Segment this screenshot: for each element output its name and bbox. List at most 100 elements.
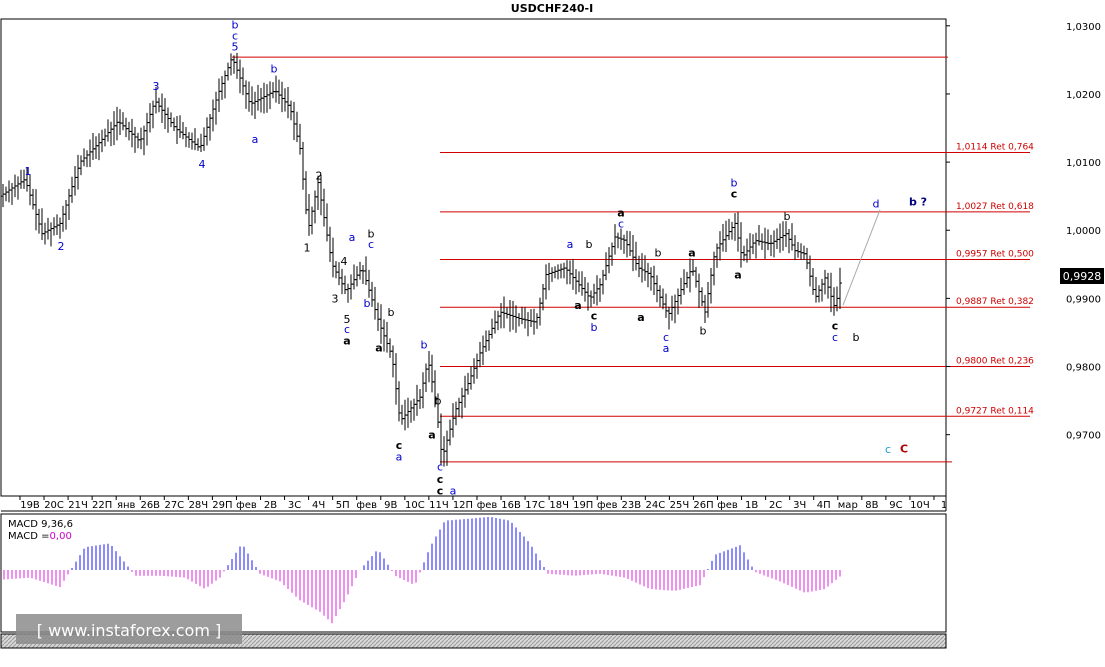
macd-frame (0, 513, 947, 633)
wave-label: a (349, 231, 356, 244)
wave-label: b (435, 395, 442, 408)
wave-label: a (428, 429, 435, 442)
price-tick-label: 1,0300 (1066, 22, 1101, 33)
wave-label: a (375, 341, 382, 354)
fib-label: 1,0114 Ret 0,764 (956, 143, 1034, 153)
projection-line (842, 209, 881, 306)
wave-label: d (873, 198, 880, 211)
time-tick-label: 5П (336, 500, 350, 511)
wave-label: b (368, 228, 375, 241)
wave-label: c (832, 320, 839, 333)
wave-label: 1 (304, 241, 311, 254)
wave-label: b (388, 306, 395, 319)
wave-label: b (271, 63, 278, 76)
wave-label: b (700, 324, 707, 337)
fib-label: 0,9727 Ret 0,114 (956, 406, 1034, 416)
macd-value-label: MACD = (8, 531, 50, 542)
time-tick-label: 24С (646, 500, 666, 511)
wave-label: a (688, 247, 695, 260)
current-price-marker: 0,9928 (1060, 268, 1104, 284)
time-tick-label: 10С (405, 500, 425, 511)
time-tick-label: 1В (745, 500, 758, 511)
time-tick-label: 1 (941, 500, 947, 511)
wave-label: c (832, 331, 838, 344)
price-tick-label: 0,9900 (1066, 294, 1101, 305)
wave-label: b (232, 18, 239, 31)
price-tick-label: 0,9800 (1066, 363, 1101, 374)
wave-label: b (591, 321, 598, 334)
time-tick-label: 26П (693, 500, 713, 511)
price-tick-label: 1,0200 (1066, 90, 1101, 101)
wave-label: 4 (199, 158, 206, 171)
wave-label: b (655, 247, 662, 260)
time-tick-label: 3С (288, 500, 301, 511)
wave-label: b (586, 238, 593, 251)
wave-label: b ? (909, 196, 927, 209)
time-tick-label: 18Ч (549, 500, 569, 511)
macd-value: 0,00 (50, 531, 72, 542)
price-tick-label: 0,9700 (1066, 431, 1101, 442)
wave-label: 4 (341, 255, 348, 268)
time-tick-label: 12П (453, 500, 473, 511)
wave-label: 3 (332, 292, 339, 305)
time-tick-label: 11Ч (429, 500, 449, 511)
wave-label: 3 (153, 80, 160, 93)
wave-label: a (567, 238, 574, 251)
wave-label: c (591, 309, 598, 322)
time-tick-label: 19В (20, 500, 40, 511)
wave-label: 2 (316, 170, 323, 183)
current-price-label: 0,9928 (1063, 270, 1102, 283)
wave-label: a (343, 335, 350, 348)
time-tick-label: 27С (164, 500, 184, 511)
wave-label: c (663, 331, 669, 344)
current-price-box (1060, 268, 1104, 284)
wave-label: a (617, 207, 624, 220)
watermark-box (16, 614, 242, 644)
price-tick-label: 1,0100 (1066, 158, 1101, 169)
fib-label: 0,9887 Ret 0,382 (956, 297, 1034, 307)
projection-line-d (842, 209, 881, 306)
time-tick-label: 8В (865, 500, 878, 511)
time-tick-label: фев (356, 500, 377, 511)
watermark: [ www.instaforex.com ] (16, 614, 242, 644)
time-tick-label: 20С (44, 500, 64, 511)
wave-label: a (450, 485, 457, 498)
time-tick-label: 21Ч (68, 500, 88, 511)
fib-label: 0,9800 Ret 0,236 (956, 357, 1034, 367)
wave-label: b (731, 177, 738, 190)
time-tick-label: 9В (384, 500, 397, 511)
wave-label: c (731, 187, 738, 200)
wave-label: 1 (25, 165, 32, 178)
wave-label: a (663, 342, 670, 355)
macd-histogram (3, 516, 841, 624)
time-tick-label: 23В (622, 500, 642, 511)
wave-label: a (574, 299, 581, 312)
time-tick-label: фев (477, 500, 498, 511)
time-tick-label: 29П (212, 500, 232, 511)
wave-label: b (853, 331, 860, 344)
time-tick-label: 2С (769, 500, 782, 511)
wave-label: c (344, 323, 350, 336)
time-tick-label: фев (597, 500, 618, 511)
fib-label: 0,9957 Ret 0,500 (956, 250, 1034, 260)
wave-label: c (368, 238, 374, 251)
time-tick-label: 16В (501, 500, 521, 511)
wave-label: b (364, 297, 371, 310)
time-tick-label: 19П (573, 500, 593, 511)
wave-label: b (421, 339, 428, 352)
time-tick-label: 28Ч (189, 500, 209, 511)
wave-label: c (232, 29, 238, 42)
fib-label: 1,0027 Ret 0,618 (956, 202, 1034, 212)
time-tick-label: 25Ч (670, 500, 690, 511)
price-axis: 1,0300 1,0200 1,0100 1,0000 0,9900 0,9800 0,97… (946, 22, 1101, 442)
wave-label: C (900, 442, 908, 455)
price-tick-label: 1,0000 (1066, 226, 1101, 237)
wave-label: c (618, 217, 624, 230)
wave-label: c (437, 485, 444, 498)
time-tick-label: фев (236, 500, 257, 511)
time-tick-label: янв (117, 500, 136, 511)
time-tick-label: 10Ч (910, 500, 930, 511)
